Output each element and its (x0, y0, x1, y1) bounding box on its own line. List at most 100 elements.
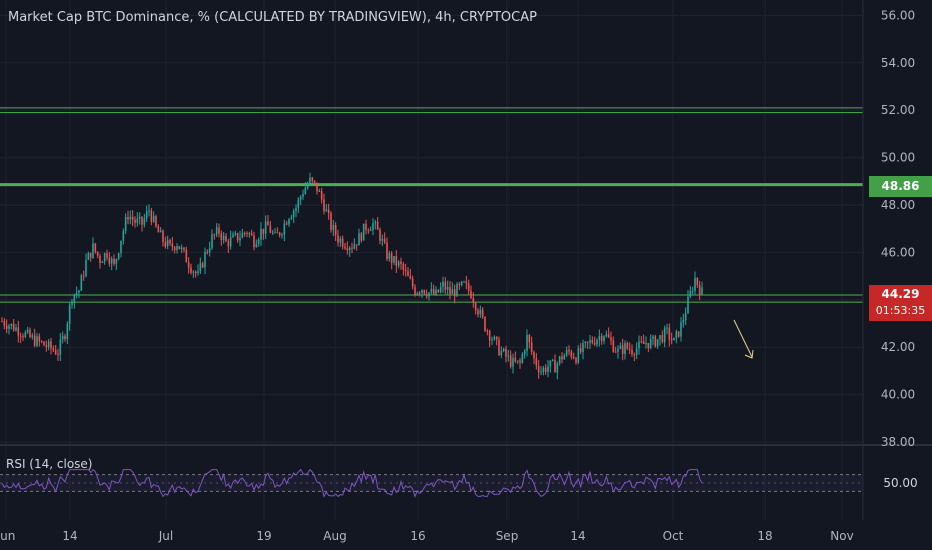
price-axis-label: 40.00 (881, 388, 915, 402)
candle-body (134, 219, 136, 223)
candle-body (638, 341, 640, 349)
candle-body (316, 182, 318, 192)
candle-body (409, 276, 412, 279)
candle-body (5, 325, 8, 329)
arrow-head (744, 349, 754, 359)
candle-body (96, 251, 99, 256)
candle-body (449, 287, 451, 295)
candle-body (558, 356, 561, 364)
candle-body (414, 286, 416, 295)
time-axis-label: Aug (323, 529, 346, 543)
candle-body (12, 323, 15, 331)
price-axis[interactable]: 56.0054.0052.0050.0048.0046.0044.0042.00… (881, 8, 915, 449)
candle-body (453, 289, 456, 297)
candle-body (572, 356, 575, 359)
candle-body (577, 348, 580, 363)
candle-body (271, 232, 274, 234)
candle-body (493, 336, 496, 340)
candle-body (332, 224, 335, 230)
candle-body (593, 342, 596, 345)
candle-body (514, 358, 517, 362)
candle-body (155, 215, 157, 227)
symbol-title[interactable]: Market Cap BTC Dominance, % (CALCULATED … (8, 10, 537, 25)
candle-body (701, 287, 703, 295)
candle-body (299, 196, 302, 200)
candle-body (278, 232, 281, 236)
candle-body (50, 341, 52, 349)
candle-body (407, 271, 409, 277)
price-axis-label: 38.00 (881, 435, 915, 449)
candle-body (400, 261, 402, 264)
candle-body (45, 345, 48, 348)
candle-body (551, 359, 554, 361)
candle-body (386, 242, 388, 260)
grid (0, 0, 863, 520)
candle-body (526, 335, 528, 352)
candle-body (509, 355, 512, 367)
candle-body (213, 234, 216, 236)
candle-body (302, 193, 304, 197)
candle-body (369, 230, 372, 232)
candle-body (635, 348, 638, 356)
candle-body (584, 341, 587, 344)
candle-body (666, 327, 668, 329)
candle-body (246, 233, 248, 235)
candle-body (264, 221, 267, 234)
candle-body (311, 177, 314, 181)
candle-body (180, 247, 183, 250)
candle-body (99, 255, 101, 264)
candle-body (348, 247, 351, 251)
candle-body (465, 281, 468, 284)
candle-body (649, 338, 652, 349)
candle-body (106, 253, 108, 258)
candle-body (474, 302, 477, 311)
candle-body (530, 342, 533, 352)
time-axis[interactable]: Jun 14 Jul 19 Aug 16 Sep 14 Oct 18 Nov (0, 529, 854, 543)
candle-body (73, 294, 76, 302)
candle-body (129, 216, 132, 220)
candle-body (59, 339, 62, 355)
candle-body (523, 351, 526, 355)
candle-body (341, 238, 344, 247)
candle-body (269, 225, 272, 233)
rsi-legend[interactable]: RSI (14, close) (6, 457, 93, 471)
candle-body (498, 339, 500, 356)
candle-body (327, 209, 330, 214)
candle-body (491, 339, 493, 341)
candle-body (388, 253, 391, 260)
rsi-line (1, 468, 703, 498)
time-axis-label: 14 (570, 529, 585, 543)
candle-body (362, 223, 365, 241)
candle-body (472, 297, 475, 303)
candle-body (507, 355, 510, 357)
candle-body (519, 360, 521, 363)
candle-body (330, 213, 332, 230)
candle-body (24, 332, 27, 338)
candle-body (68, 304, 71, 325)
candle-body (136, 218, 139, 223)
candle-body (295, 207, 297, 211)
candle-body (621, 345, 624, 354)
candle-body (682, 319, 685, 323)
candle-body (495, 336, 498, 340)
candle-body (395, 256, 398, 266)
last-price-tag: 44.29 01:53:35 (869, 285, 932, 321)
candle-body (598, 335, 601, 340)
down-arrow-drawing[interactable] (733, 319, 754, 359)
candle-body (652, 336, 654, 339)
candle-body (75, 292, 78, 295)
candle-body (292, 210, 295, 218)
candle-body (656, 339, 659, 347)
candle-body (185, 249, 188, 263)
candle-body (390, 253, 393, 263)
candle-body (470, 290, 472, 298)
candle-body (589, 340, 591, 343)
candle-body (3, 321, 6, 326)
candle-body (108, 257, 111, 264)
candle-body (40, 341, 43, 343)
candle-body (358, 233, 360, 246)
candle-body (1, 321, 3, 323)
candle-body (309, 177, 311, 185)
candle-body (218, 227, 220, 234)
